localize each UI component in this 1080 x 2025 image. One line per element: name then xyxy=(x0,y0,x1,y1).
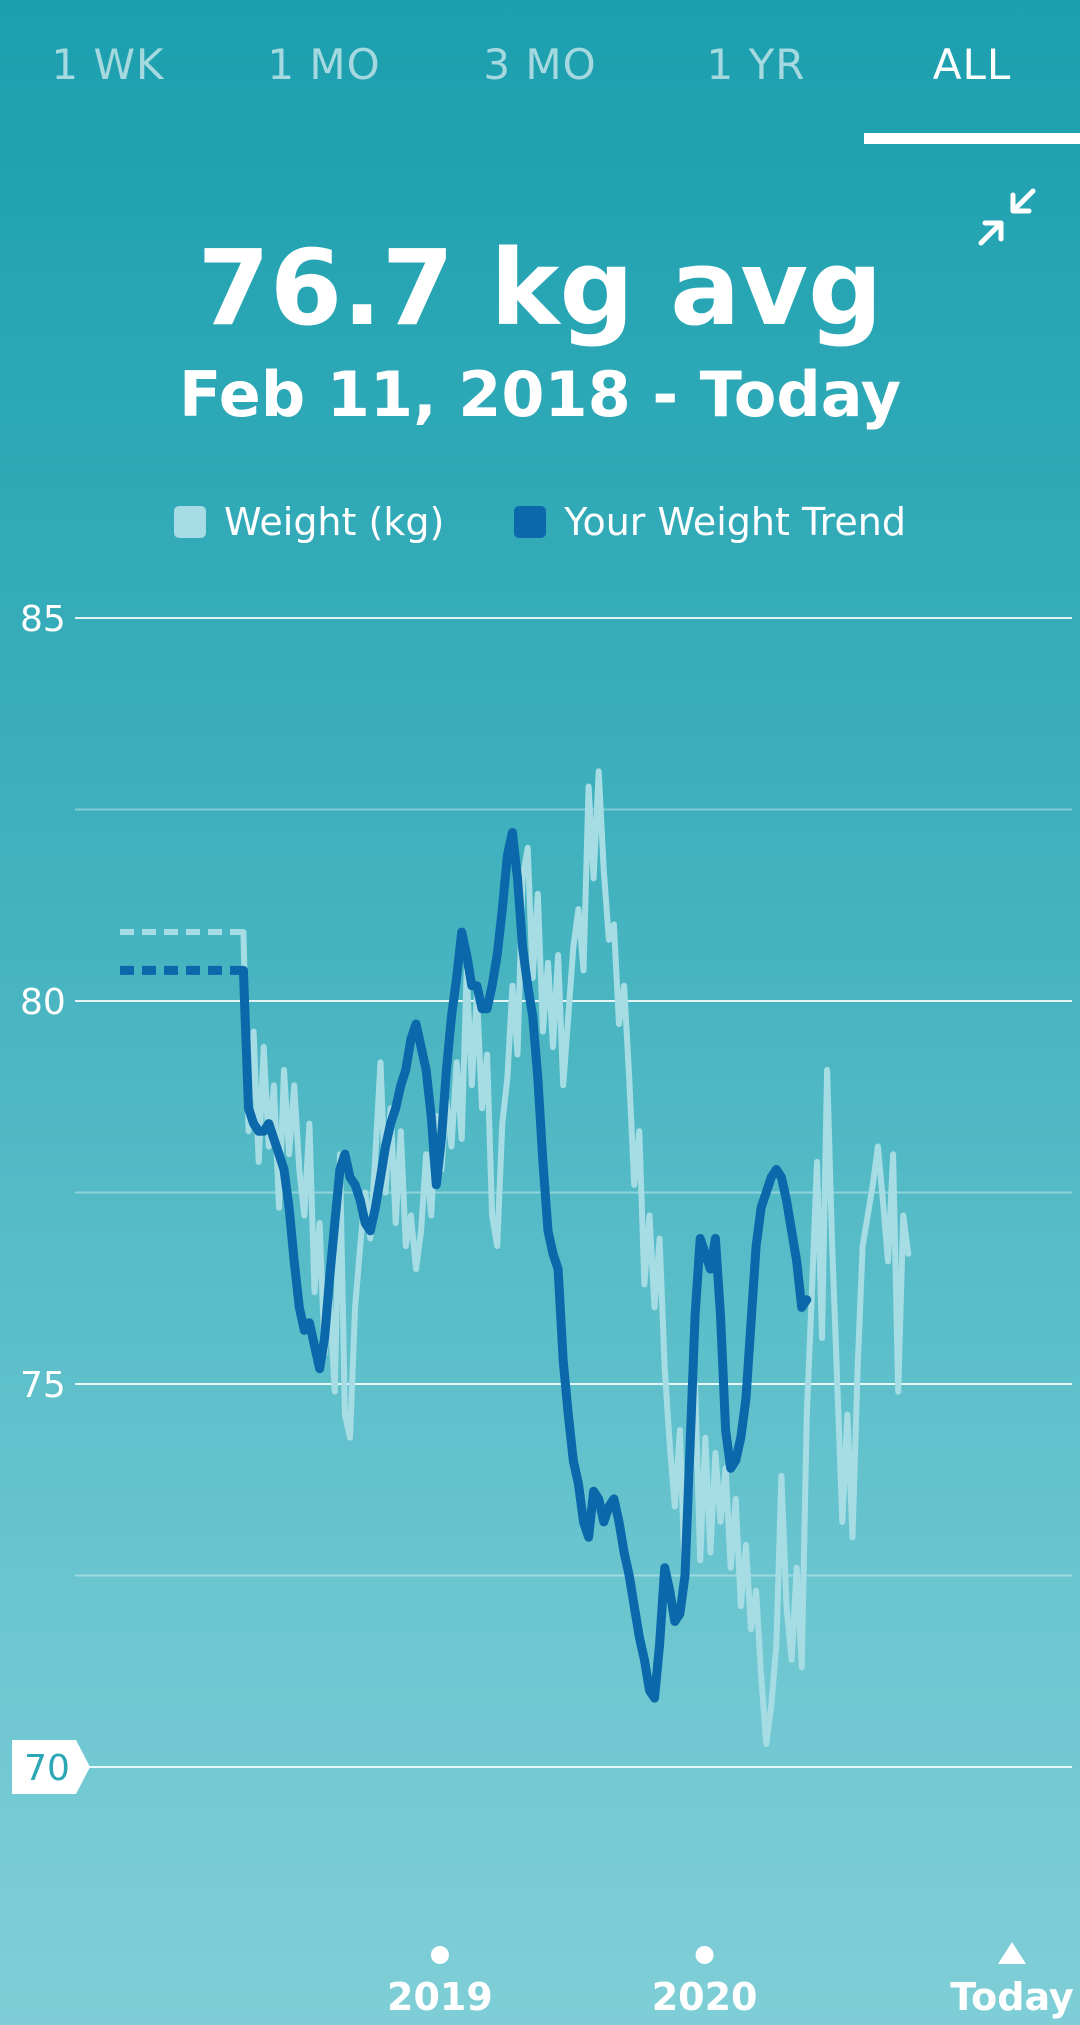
tab-1-week[interactable]: 1 WK xyxy=(51,40,165,89)
collapse-button[interactable] xyxy=(975,185,1039,249)
legend-item-weight: Weight (kg) xyxy=(174,500,444,544)
chart-legend: Weight (kg) Your Weight Trend xyxy=(0,500,1080,544)
x-tick-label: Today xyxy=(950,1975,1074,2019)
legend-label-weight: Weight (kg) xyxy=(224,500,445,544)
y-tick-label: 70 xyxy=(24,1748,70,1789)
grid-layer xyxy=(75,617,1072,1768)
legend-label-trend: Your Weight Trend xyxy=(564,500,906,544)
x-tick-label: 2020 xyxy=(652,1975,758,2019)
tab-1-month[interactable]: 1 MO xyxy=(267,40,381,89)
today-marker xyxy=(998,1942,1026,1964)
y-tick-label: 75 xyxy=(20,1365,66,1406)
series-line-weight xyxy=(240,768,912,1747)
average-weight: 76.7 kg avg xyxy=(197,227,883,349)
year-marker xyxy=(430,1946,449,1964)
active-tab-indicator xyxy=(864,133,1080,144)
axis-layer: 70 75 80 85 2019 2020 Today xyxy=(12,599,1074,2019)
collapse-arrows-icon xyxy=(978,188,1036,246)
year-marker xyxy=(695,1946,714,1964)
legend-item-trend: Your Weight Trend xyxy=(514,500,906,544)
y-tick-label: 85 xyxy=(20,599,66,640)
series-line-trend xyxy=(238,828,812,1703)
tab-1-year[interactable]: 1 YR xyxy=(706,40,806,89)
tab-all[interactable]: ALL xyxy=(932,40,1012,89)
time-range-tabs: 1 WK 1 MO 3 MO 1 YR ALL xyxy=(0,0,1080,145)
goal-label-badge xyxy=(12,1740,90,1794)
legend-swatch-trend xyxy=(514,506,547,538)
tab-3-months[interactable]: 3 MO xyxy=(483,40,597,89)
x-tick-label: 2019 xyxy=(387,1975,493,2019)
series-layer xyxy=(120,768,912,1747)
y-tick-label: 80 xyxy=(20,982,66,1023)
legend-swatch-weight xyxy=(174,506,207,538)
date-range: Feb 11, 2018 - Today xyxy=(178,358,902,431)
